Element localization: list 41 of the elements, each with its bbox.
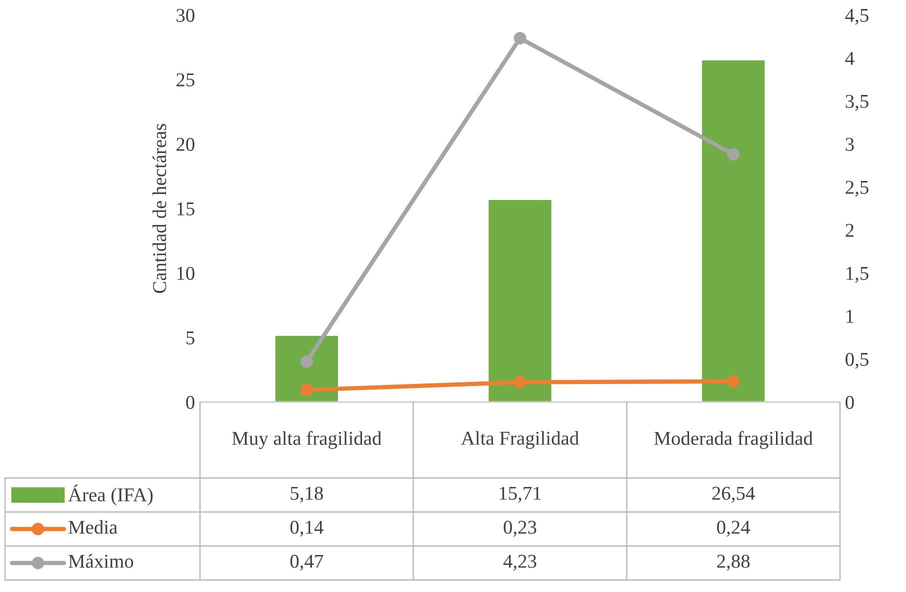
y-axis-title: Cantidad de hectáreas [152,124,166,294]
y-tick-label: 5 [186,332,194,344]
y2-tick-label: 2 [846,224,854,237]
data-label: 4,23 [503,554,536,571]
data-label: 0,47 [290,554,324,571]
y-tick-label: 15 [177,202,194,216]
y-tick-label: 0 [186,396,194,409]
legend-label: Área (IFA) [68,484,153,506]
point [300,355,313,368]
y-tick-label: 20 [176,138,194,151]
y2-tick-label: 1 [846,310,854,323]
point [727,148,740,161]
bar [487,198,553,402]
y-tick-label: 25 [176,73,194,86]
data-label: 15,71 [500,486,541,503]
y2-tick-label: 2,5 [846,180,868,197]
point [300,384,313,396]
data-label: 0,23 [504,520,536,537]
y-tick-label: 30 [176,8,194,22]
x-tick-label: Alta Fragilidad [461,431,579,449]
data-label: 0,14 [290,520,324,537]
y2-tick-label: 1,5 [846,266,868,283]
point [514,32,526,44]
bar [700,58,766,402]
y2-tick-label: 4,5 [845,8,868,25]
point [514,376,526,388]
legend-label: Media [68,520,118,534]
y2-tick-label: 0 [846,396,854,409]
point [727,375,740,388]
y2-tick-label: 0,5 [846,352,868,369]
y2-tick-label: 4 [845,52,854,65]
data-label: 26,54 [712,486,755,503]
x-tick-label: Moderada fragilidad [654,431,813,449]
data-label: 2,88 [717,554,750,571]
y-tick-label: 10 [177,266,194,280]
y2-tick-label: 3,5 [846,94,868,111]
data-label: 5,18 [290,486,323,503]
x-tick-label: Muy alta fragilidad [232,431,382,449]
y2-tick-label: 3 [846,138,854,151]
legend-label: Máximo [68,554,134,568]
data-label: 0,24 [717,520,750,537]
